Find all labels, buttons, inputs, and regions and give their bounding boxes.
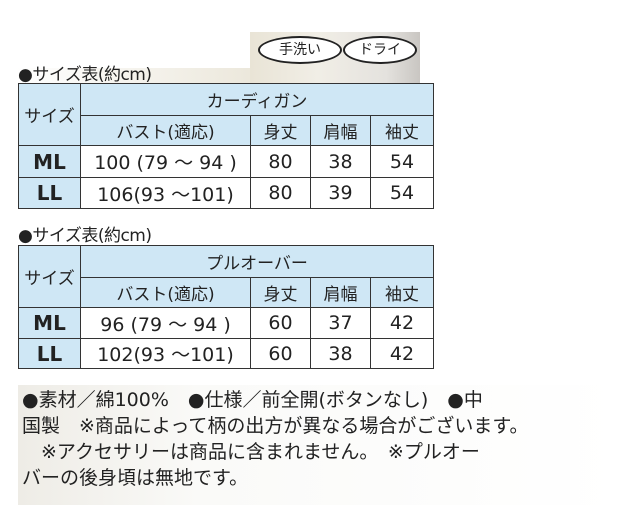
size-table-title: ●サイズ表(約cm) <box>18 226 152 246</box>
product-header: プルオーバー <box>79 245 435 278</box>
cell: 42 <box>369 338 435 369</box>
cell: 102(93 ～101) <box>80 338 251 369</box>
size-cell: LL <box>18 338 81 369</box>
cell: 38 <box>310 338 371 369</box>
photo-backdrop <box>15 68 250 84</box>
col-header: 身丈 <box>250 277 311 308</box>
size-table-title: ●サイズ表(約cm) <box>18 65 152 85</box>
table-row: ML 96 (79 ～ 94 ) 60 37 42 <box>18 307 435 339</box>
cell: 54 <box>370 145 434 178</box>
cell: 39 <box>310 177 371 209</box>
pullover-size-table: サイズ プルオーバー バスト(適応) 身丈 肩幅 袖丈 ML 96 (79 ～ 94 ) 6… <box>18 245 435 369</box>
cell: 60 <box>250 307 311 339</box>
cell: 42 <box>369 307 435 339</box>
cell: 80 <box>250 145 311 178</box>
note-line: 国製 ※商品によって柄の出方が異なる場合がございます。 <box>22 415 529 437</box>
table-row: LL 102(93 ～101) 60 38 42 <box>18 338 435 369</box>
size-cell: LL <box>18 177 81 209</box>
cell: 54 <box>370 177 434 209</box>
table-row: ML 100 (79 ～ 94 ) 80 38 54 <box>18 145 434 178</box>
size-header: サイズ <box>18 245 81 308</box>
col-header: 袖丈 <box>369 277 435 308</box>
cardigan-size-table: サイズ カーディガン バスト(適応) 身丈 肩幅 袖丈 ML 100 (79 ～ 94 )… <box>18 83 434 209</box>
cell: 106(93 ～101) <box>80 177 251 209</box>
cell: 38 <box>310 145 371 178</box>
size-header: サイズ <box>18 83 81 146</box>
cell: 37 <box>310 307 371 339</box>
product-header: カーディガン <box>80 83 434 116</box>
cell: 80 <box>250 177 311 209</box>
size-cell: ML <box>18 145 81 178</box>
col-header: 肩幅 <box>310 115 371 146</box>
dry-clean-badge: ドライ <box>343 36 417 64</box>
col-header: 袖丈 <box>370 115 434 146</box>
hand-wash-badge: 手洗い <box>258 36 342 64</box>
col-header: バスト(適応) <box>80 277 251 308</box>
note-line: ※アクセサリーは商品に含まれません。 ※プルオー <box>22 441 480 463</box>
col-header: バスト(適応) <box>80 115 251 146</box>
col-header: 肩幅 <box>310 277 371 308</box>
size-cell: ML <box>18 307 81 339</box>
product-notes: ●素材／綿100% ●仕様／前全開(ボタンなし) ●中 国製 ※商品によって柄の… <box>18 385 620 505</box>
note-line: ●素材／綿100% ●仕様／前全開(ボタンなし) ●中 <box>22 389 483 411</box>
cell: 60 <box>250 338 311 369</box>
cell: 96 (79 ～ 94 ) <box>80 307 251 339</box>
cell: 100 (79 ～ 94 ) <box>80 145 251 178</box>
col-header: 身丈 <box>250 115 311 146</box>
note-line: バーの後身頃は無地です。 <box>22 467 249 489</box>
table-row: LL 106(93 ～101) 80 39 54 <box>18 177 434 209</box>
